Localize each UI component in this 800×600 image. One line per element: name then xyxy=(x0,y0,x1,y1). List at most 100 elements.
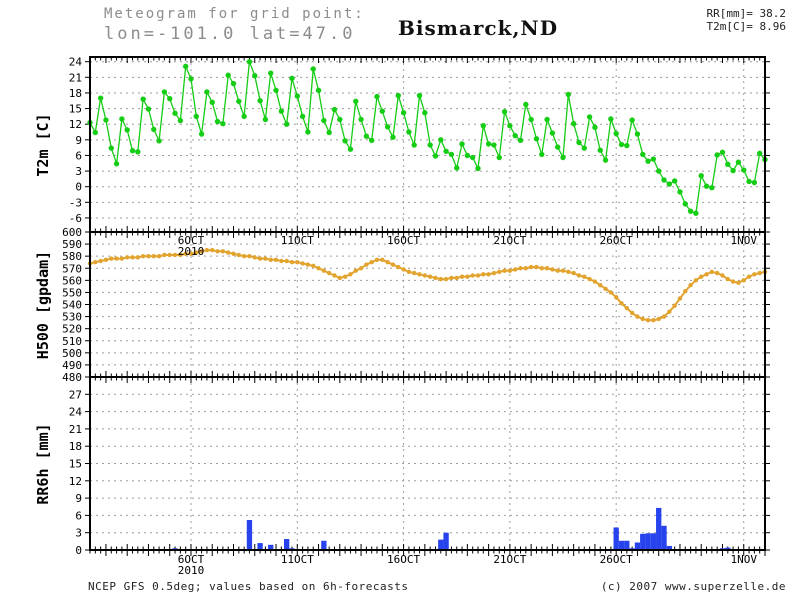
t2m-point xyxy=(560,154,566,161)
x-tick-label: 16OCT xyxy=(387,234,420,247)
t2m-point xyxy=(491,142,497,148)
h500-point xyxy=(576,273,582,278)
h500-point xyxy=(544,266,550,271)
y-tick-label: 580 xyxy=(62,250,82,263)
h500-point xyxy=(374,257,380,262)
y-tick-label: 560 xyxy=(62,274,82,287)
t2m-point xyxy=(278,108,285,114)
t2m-point xyxy=(368,137,375,144)
t2m-point xyxy=(751,179,758,186)
h500-point xyxy=(98,258,103,264)
h500-point xyxy=(555,268,560,273)
y-tick-label: 12 xyxy=(69,118,82,131)
t2m-point xyxy=(124,127,130,133)
t2m-point xyxy=(618,141,625,148)
h500-point xyxy=(449,275,454,281)
h500-point xyxy=(619,301,624,306)
t2m-point xyxy=(358,116,364,123)
rr-bar xyxy=(629,548,635,549)
h500-point xyxy=(231,251,236,256)
x-tick-label: 21OCT xyxy=(493,234,526,247)
h500-point xyxy=(125,255,130,260)
t2m-point xyxy=(650,156,657,162)
y-tick-label: 510 xyxy=(62,335,82,348)
h500-point xyxy=(109,256,114,261)
t2m-point xyxy=(432,153,439,159)
h500-point xyxy=(268,257,273,262)
h500-point xyxy=(396,264,401,270)
t2m-mean-value: T2m[C]= 8.96 xyxy=(706,20,786,33)
y-tick-label: 490 xyxy=(62,359,82,372)
h500-point xyxy=(566,269,571,275)
rr-bar xyxy=(634,542,641,549)
h500-point xyxy=(518,266,523,271)
x-tick-label: 26OCT xyxy=(600,234,633,247)
h500-point xyxy=(741,278,746,283)
t2m-point xyxy=(145,106,152,112)
h500-point xyxy=(140,253,146,259)
h500-point xyxy=(677,296,683,301)
h500-point xyxy=(481,272,486,277)
panel-border xyxy=(89,376,766,551)
t2m-point xyxy=(523,101,529,108)
y-tick-label: 9 xyxy=(75,134,82,147)
h500-point xyxy=(247,253,252,259)
h500-point xyxy=(401,267,406,272)
t2m-point xyxy=(485,141,492,147)
t2m-point xyxy=(725,161,731,167)
y-tick-label: 27 xyxy=(69,388,82,401)
t2m-point xyxy=(103,117,109,123)
station-name: Bismarck,ND xyxy=(398,16,559,40)
t2m-point xyxy=(209,99,215,106)
x-year-label: 2010 xyxy=(178,564,205,577)
t2m-point xyxy=(257,98,263,104)
t2m-point xyxy=(416,92,423,99)
t2m-point xyxy=(241,113,247,120)
x-tick-label: 11OCT xyxy=(281,234,314,247)
y-tick-label: 6 xyxy=(75,149,82,162)
h500-point xyxy=(523,266,529,271)
h500-point xyxy=(571,270,576,276)
h500-point xyxy=(273,257,279,262)
t2m-point xyxy=(464,152,471,159)
t2m-point xyxy=(167,95,173,102)
t2m-point xyxy=(353,98,359,104)
h500-point xyxy=(151,253,156,259)
t2m-point xyxy=(512,132,518,139)
h500-point xyxy=(730,279,736,284)
t2m-point xyxy=(177,117,184,124)
t2m-point xyxy=(331,106,338,113)
h500-point xyxy=(672,303,677,308)
t2m-point xyxy=(411,142,417,148)
y-tick-label: 550 xyxy=(62,286,82,299)
h500-point xyxy=(486,272,491,277)
y-tick-label: 18 xyxy=(69,440,82,453)
y-tick-label: 600 xyxy=(62,226,82,239)
t2m-point xyxy=(581,145,587,151)
h500-point xyxy=(183,251,188,256)
t2m-point xyxy=(140,96,146,102)
h500-point xyxy=(194,250,199,255)
h500-point xyxy=(608,290,614,295)
h500-point xyxy=(332,273,337,278)
summary-stats: RR[mm]= 38.2 T2m[C]= 8.96 xyxy=(707,7,786,33)
h500-point xyxy=(295,260,300,265)
t2m-point xyxy=(342,138,348,144)
page-title: Meteogram for grid point: xyxy=(104,6,365,22)
t2m-point xyxy=(395,92,401,99)
x-tick-label: 1NOV xyxy=(730,234,757,247)
y-tick-label: -3 xyxy=(69,196,82,209)
t2m-point xyxy=(182,63,189,70)
h500-point xyxy=(412,270,417,276)
h500-point xyxy=(114,256,119,261)
x-tick-label: 6OCT xyxy=(178,234,205,247)
h500-point xyxy=(752,272,757,277)
y-tick-label: 9 xyxy=(75,492,82,505)
h500-point xyxy=(603,286,608,291)
h500-point xyxy=(693,278,699,283)
rr-bar xyxy=(666,545,672,549)
t2m-point xyxy=(756,150,763,157)
rr-bar xyxy=(661,525,667,549)
rr-bar xyxy=(719,548,726,549)
